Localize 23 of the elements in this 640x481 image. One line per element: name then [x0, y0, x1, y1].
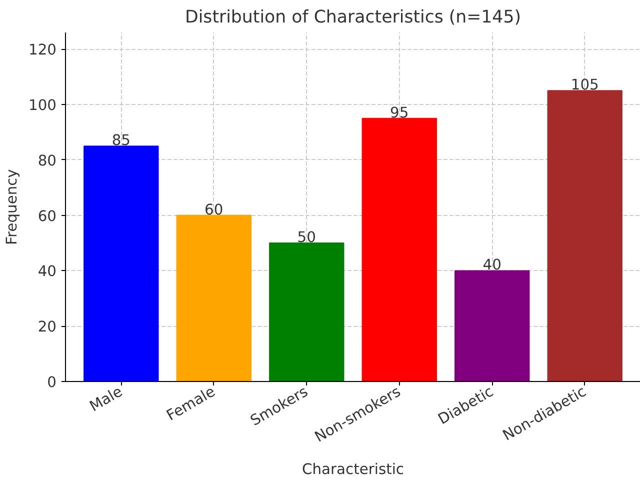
data-label: 40	[482, 256, 502, 274]
y-axis-title: Frequency	[4, 168, 21, 245]
bar	[362, 118, 437, 382]
y-tick-label: 20	[38, 318, 57, 336]
data-label: 50	[297, 229, 316, 246]
y-tick-label: 40	[38, 263, 57, 280]
y-tick-label: 0	[47, 374, 57, 391]
y-tick-label: 120	[28, 42, 57, 59]
data-label: 95	[390, 104, 409, 122]
x-tick-label: Male	[86, 383, 126, 416]
bar	[84, 146, 159, 382]
y-tick-label: 100	[28, 97, 57, 114]
bar	[176, 214, 252, 382]
chart-title: Distribution of Characteristics (n=145)	[185, 8, 521, 28]
y-tick-label: 80	[38, 152, 57, 170]
bar	[547, 90, 622, 382]
bar	[269, 242, 344, 382]
data-label: 60	[204, 201, 224, 218]
x-axis-title: Characteristic	[302, 461, 404, 478]
data-label: 85	[112, 132, 130, 150]
y-tick-label: 60	[38, 208, 57, 225]
bar	[454, 270, 530, 382]
data-label: 105	[570, 76, 599, 94]
